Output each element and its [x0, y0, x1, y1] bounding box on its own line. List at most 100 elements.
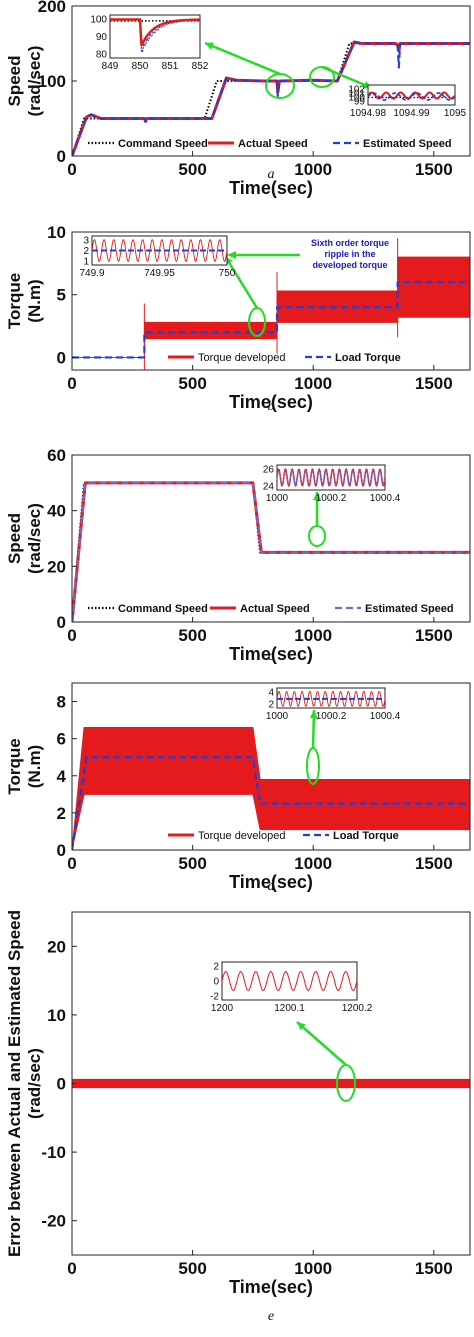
- y-tick-label: -10: [41, 1143, 66, 1162]
- inset-x-tick-label: 1094.98: [350, 108, 387, 119]
- y-axis-label-line: Error between Actual and Estimated Speed: [5, 910, 24, 1257]
- inset-e-0: 1200 1200.1 1200.2 2 0 -2: [210, 961, 373, 1014]
- inset-x-tick-label: 1095: [444, 108, 467, 119]
- inset-y-tick-label: 24: [263, 482, 275, 493]
- inset-y-tick-label: 80: [96, 50, 108, 61]
- legend-entry: Command Speed: [118, 603, 208, 615]
- series-line-b-1: [72, 281, 470, 359]
- y-axis-label-line: (rad/sec): [25, 503, 44, 574]
- zoom-arrow-head: [205, 42, 214, 50]
- x-tick-label: 0: [67, 1259, 76, 1278]
- inset-curve: [368, 91, 455, 100]
- legend-entry: Command Speed: [118, 138, 208, 150]
- inset-plot-area: [277, 467, 385, 488]
- annotation-text: Sixth order torque: [311, 238, 389, 248]
- series-line-c-2: [72, 481, 470, 622]
- inset-x-tick-label: 750: [219, 268, 236, 279]
- inset-y-tick-label: 0: [213, 977, 219, 988]
- inset-x-tick-label: 1000.4: [370, 493, 401, 504]
- plot-area-b: [72, 238, 470, 370]
- inset-y-tick-label: 2: [213, 962, 219, 973]
- y-tick-label: 0: [57, 613, 66, 632]
- legend-a: Command Speed Actual Speed Estimated Speed: [88, 138, 452, 150]
- inset-plot-area: [110, 18, 200, 53]
- panel-caption: e: [268, 1309, 274, 1324]
- y-axis-label: Torque(N.m): [5, 273, 44, 329]
- y-axis-label-line: (N.m): [25, 745, 44, 788]
- legend-entry: Actual Speed: [238, 138, 308, 150]
- y-axis-label-line: Torque: [5, 738, 24, 794]
- x-tick-label: 0: [67, 854, 76, 873]
- legend-d: Torque developed Load Torque: [168, 830, 399, 842]
- inset-x-tick-label: 1200.2: [342, 1003, 373, 1014]
- x-axis-label: Time(sec): [229, 872, 313, 892]
- inset-x-tick-label: 850: [132, 61, 149, 72]
- x-tick-label: 1000: [294, 160, 332, 179]
- inset-a-0: 849 850 851 852 100 90 80: [90, 14, 209, 72]
- inset-y-tick-label: 102: [348, 85, 365, 96]
- x-tick-label: 1000: [294, 374, 332, 393]
- y-axis-label: Torque(N.m): [5, 738, 44, 794]
- legend-entry: Load Torque: [333, 830, 399, 842]
- zoom-arrow: [223, 255, 259, 309]
- inset-y-tick-label: 3: [83, 236, 89, 247]
- y-axis-label-line: Speed: [5, 55, 24, 106]
- inset-c-0: 1000 1000.2 1000.4 26 24: [263, 464, 401, 504]
- y-axis-label: Speed(rad/sec): [5, 46, 44, 117]
- zoom-arrow: [204, 41, 281, 76]
- legend-entry: Torque developed: [198, 830, 285, 842]
- series-band-e-0: [72, 1078, 470, 1089]
- legend-entry: Estimated Speed: [365, 603, 454, 615]
- inset-y-tick-label: 1: [83, 257, 89, 268]
- x-tick-label: 1500: [415, 626, 453, 645]
- chart-d: 0 500 1000 150002468Time(sec)Torque(N.m)dTo…: [5, 682, 471, 894]
- y-tick-label: 0: [57, 841, 66, 860]
- y-tick-label: 60: [47, 446, 66, 465]
- inset-y-tick-label: 101: [348, 89, 365, 100]
- legend-b: Torque developed Load Torque: [168, 352, 401, 364]
- series-band-b-0: [72, 256, 470, 358]
- legend-entry: Torque developed: [198, 352, 285, 364]
- x-tick-label: 500: [178, 854, 206, 873]
- y-tick-label: 40: [47, 502, 66, 521]
- plot-frame-c: [71, 454, 471, 623]
- y-tick-label: -20: [41, 1212, 66, 1231]
- panel-caption: c: [268, 649, 275, 664]
- x-tick-label: 500: [178, 374, 206, 393]
- y-tick-label: 5: [57, 286, 66, 305]
- x-tick-label: 0: [67, 160, 76, 179]
- chart-b: 0 500 1000 1500 0 5 10 Time(sec) Torque(N.m) b Tor…: [5, 223, 471, 414]
- legend-entry: Actual Speed: [240, 603, 310, 615]
- zoom-arrow: [321, 65, 373, 90]
- x-tick-label: 1500: [415, 374, 453, 393]
- inset-x-tick-label: 1000: [266, 711, 289, 722]
- inset-plot-area: [368, 91, 455, 101]
- zoom-highlight-ellipse: [306, 747, 320, 785]
- inset-x-tick-label: 1000.4: [370, 711, 401, 722]
- panel-caption: a: [268, 167, 275, 182]
- y-tick-label: 6: [57, 730, 66, 749]
- annotation-text: developed torque: [312, 260, 387, 270]
- x-tick-label: 500: [178, 1259, 206, 1278]
- legend-entry: Estimated Speed: [363, 138, 452, 150]
- inset-y-tick-label: 90: [96, 32, 108, 43]
- series-line-d-1: [72, 756, 470, 850]
- inset-x-tick-label: 1000.2: [316, 493, 347, 504]
- x-tick-label: 1000: [294, 1259, 332, 1278]
- inset-y-tick-label: 26: [263, 465, 275, 476]
- y-tick-label: 8: [57, 693, 66, 712]
- y-tick-label: 0: [57, 348, 66, 367]
- annotation-arrow-head: [227, 251, 236, 259]
- y-axis-label: Speed(rad/sec): [5, 503, 44, 574]
- inset-y-tick-label: 100: [90, 15, 107, 26]
- y-tick-label: 10: [47, 1006, 66, 1025]
- zoom-arrow: [296, 1021, 347, 1066]
- inset-x-tick-label: 1200: [211, 1003, 234, 1014]
- y-tick-label: 20: [47, 557, 66, 576]
- inset-plot-area: [277, 690, 385, 707]
- y-tick-label: 0: [57, 147, 66, 166]
- panel-caption: b: [268, 399, 275, 414]
